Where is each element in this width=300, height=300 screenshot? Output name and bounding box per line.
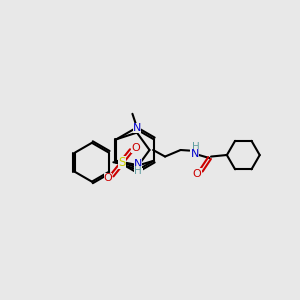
Text: N: N (134, 159, 142, 169)
Text: N: N (190, 149, 199, 159)
Text: H: H (192, 142, 200, 152)
Text: O: O (193, 169, 201, 178)
Text: H: H (134, 166, 142, 176)
Text: O: O (131, 143, 140, 153)
Text: S: S (118, 156, 125, 169)
Text: N: N (133, 123, 141, 133)
Text: O: O (103, 173, 112, 183)
Text: N: N (134, 168, 142, 178)
